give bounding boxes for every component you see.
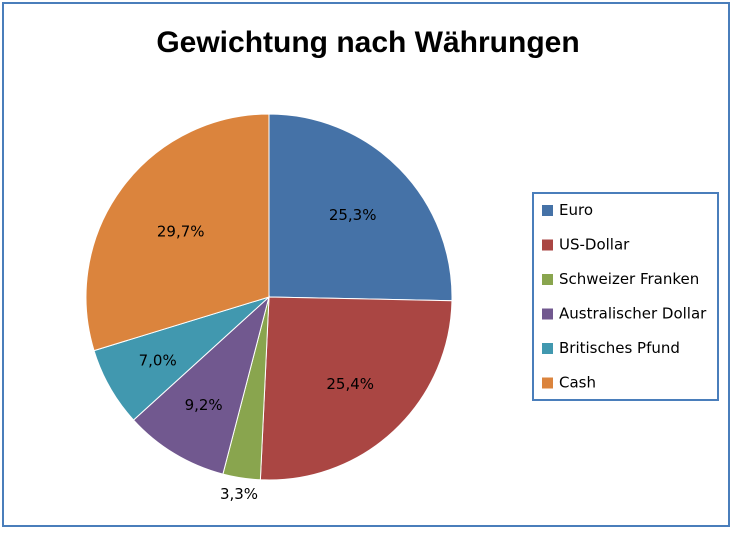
legend-box	[532, 192, 719, 401]
pie-data-labels: 25,3% 25,4% 3,3% 9,2% 7,0% 29,7%	[139, 206, 377, 503]
legend-label-euro: Euro	[559, 201, 593, 219]
legend-swatch-britisches-pfund	[542, 343, 553, 354]
pie-slice-australischer-dollar	[132, 295, 270, 475]
legend-swatch-euro	[542, 205, 553, 216]
chart-legend: Euro US-Dollar Schweizer Franken Australisc…	[532, 192, 719, 401]
legend-items: Euro US-Dollar Schweizer Franken Australisc…	[542, 201, 707, 392]
legend-label-us-dollar: US-Dollar	[559, 236, 630, 254]
pie-slices	[85, 113, 453, 481]
legend-label-australischer-dollar: Australischer Dollar	[559, 305, 707, 323]
data-label-australischer-dollar: 9,2%	[185, 396, 223, 414]
data-label-schweizer-franken: 3,3%	[220, 485, 258, 503]
legend-swatch-australischer-dollar	[542, 308, 553, 320]
data-label-us-dollar: 25,4%	[326, 375, 374, 393]
chart-title: Gewichtung nach Währungen	[156, 26, 579, 59]
data-label-cash: 29,7%	[157, 223, 205, 241]
legend-label-britisches-pfund: Britisches Pfund	[559, 339, 680, 357]
legend-swatch-schweizer-franken	[542, 274, 553, 285]
legend-label-cash: Cash	[559, 374, 596, 392]
pie-slice-us-dollar	[259, 296, 453, 481]
legend-label-schweizer-franken: Schweizer Franken	[559, 270, 699, 288]
legend-swatch-cash	[542, 377, 553, 389]
data-label-euro: 25,3%	[329, 206, 377, 224]
pie-slice-cash	[85, 113, 270, 352]
data-label-britisches-pfund: 7,0%	[139, 351, 177, 369]
legend-swatch-us-dollar	[542, 239, 553, 251]
pie-slice-euro	[268, 113, 453, 302]
